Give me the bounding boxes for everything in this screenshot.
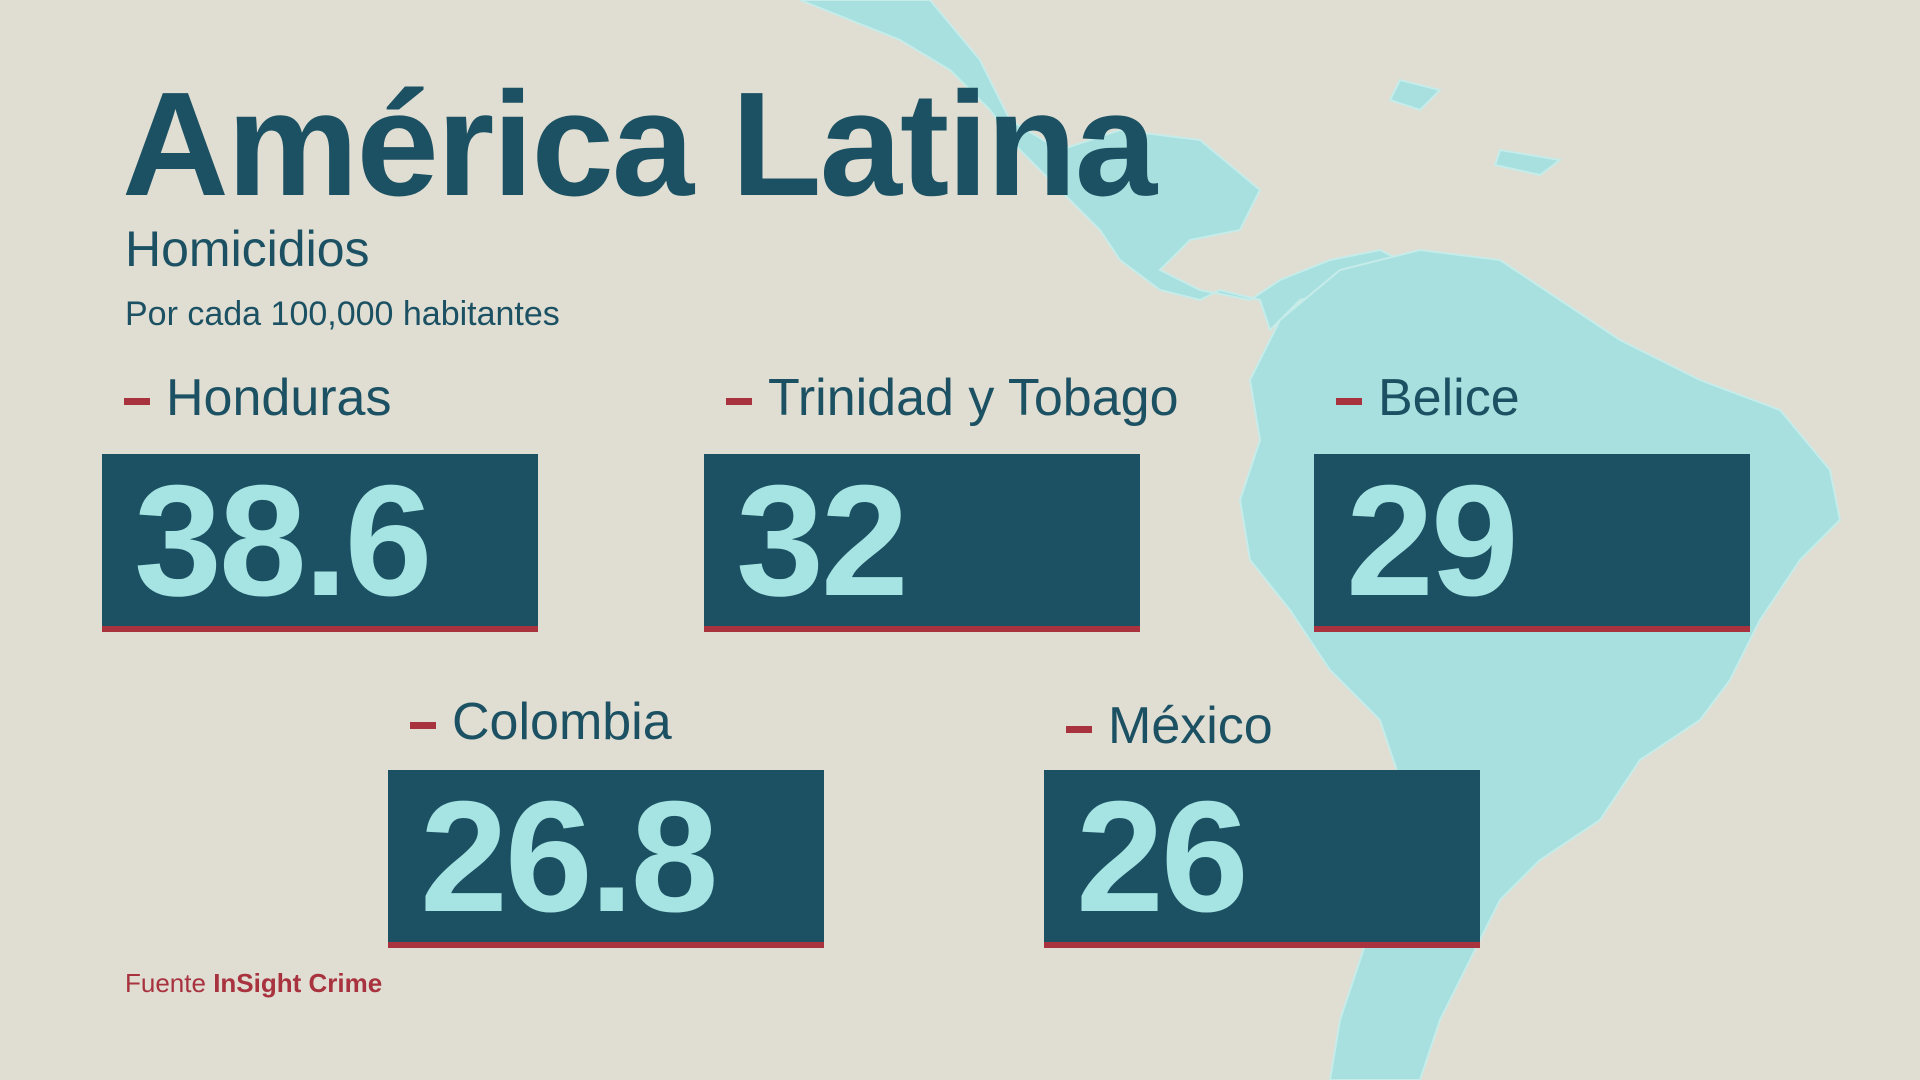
- item-label: Colombia: [410, 692, 672, 752]
- title: América Latina: [122, 62, 1157, 227]
- item-label: Belice: [1336, 368, 1520, 428]
- item-name: Belice: [1378, 369, 1520, 427]
- item-value: 29: [1346, 453, 1519, 629]
- label-dash: [410, 721, 436, 729]
- label-dash: [124, 397, 150, 405]
- label-dash: [726, 397, 752, 405]
- value-box: 32: [704, 454, 1140, 632]
- item-value: 32: [736, 453, 909, 629]
- note: Por cada 100,000 habitantes: [125, 295, 560, 333]
- item-value: 38.6: [134, 453, 433, 629]
- value-box: 38.6: [102, 454, 538, 632]
- item-name: Trinidad y Tobago: [768, 369, 1179, 427]
- value-box: 29: [1314, 454, 1750, 632]
- value-box: 26: [1044, 770, 1480, 948]
- source-name: InSight Crime: [213, 968, 383, 998]
- subtitle: Homicidios: [125, 221, 370, 277]
- label-dash: [1066, 725, 1092, 733]
- item-value: 26.8: [420, 769, 719, 945]
- item-label: Honduras: [124, 368, 391, 428]
- value-box: 26.8: [388, 770, 824, 948]
- source: Fuente InSight Crime: [125, 968, 382, 999]
- item-label: México: [1066, 696, 1273, 756]
- item-label: Trinidad y Tobago: [726, 368, 1179, 428]
- item-name: Colombia: [452, 693, 672, 751]
- item-value: 26: [1076, 769, 1249, 945]
- item-name: México: [1108, 697, 1273, 755]
- label-dash: [1336, 397, 1362, 405]
- item-name: Honduras: [166, 369, 392, 427]
- source-prefix: Fuente: [125, 968, 206, 998]
